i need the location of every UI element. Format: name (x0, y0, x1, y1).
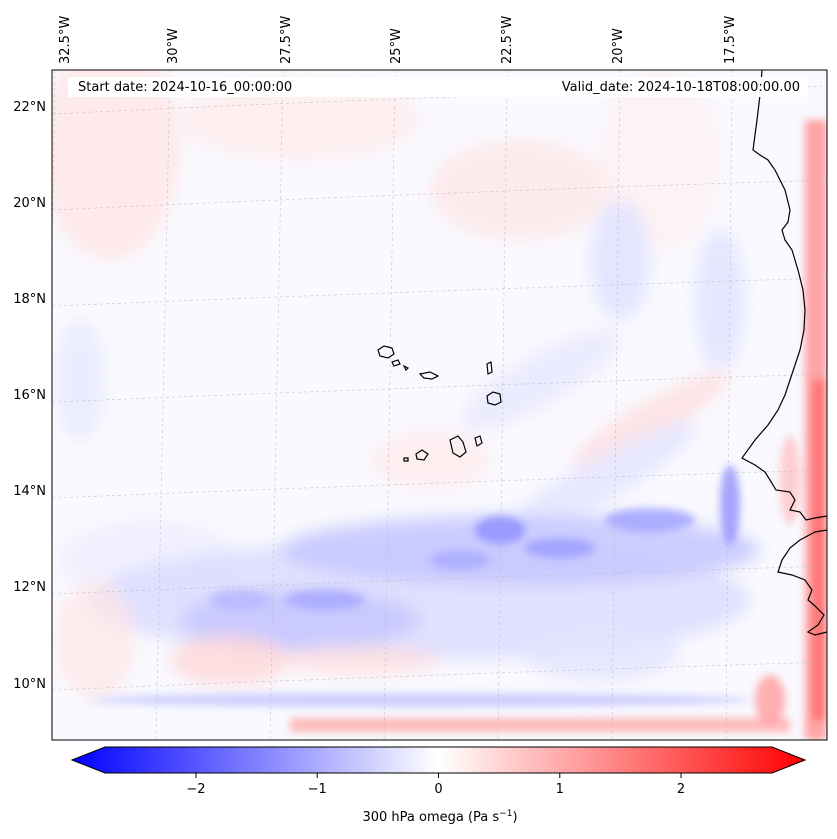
map-frame (51, 69, 828, 741)
colorbar-tick-label: −2 (186, 782, 205, 797)
start-date-label: Start date: 2024-10-16_00:00:00 (78, 80, 292, 95)
lat-label: 20°N (13, 196, 46, 211)
omega-field (52, 70, 827, 740)
lat-label: 16°N (13, 388, 46, 403)
colorbar-label: 300 hPa omega (Pa s−1) (362, 809, 517, 825)
lat-label: 10°N (13, 677, 46, 692)
colorbar-tick-label: 2 (677, 782, 685, 797)
lon-label: 22.5°W (500, 16, 515, 64)
colorbar-tick-label: 0 (434, 782, 442, 797)
lon-label: 27.5°W (279, 16, 294, 64)
lat-label: 22°N (13, 100, 46, 115)
header-banner (68, 77, 808, 97)
latitude-labels: 22°N 20°N 18°N 16°N 14°N 12°N 10°N (13, 100, 46, 692)
lon-label: 30°W (166, 28, 181, 64)
valid-date-label: Valid_date: 2024-10-18T08:00:00.00 (562, 80, 800, 95)
lat-label: 14°N (13, 484, 46, 499)
lat-label: 12°N (13, 580, 46, 595)
colorbar-body (70, 746, 807, 774)
broad-anomalies (52, 70, 760, 700)
colorbar: −2 −1 0 1 2 300 hPa omega (Pa s−1) (70, 746, 807, 825)
colorbar-tick-label: −1 (308, 782, 327, 797)
colorbar-ticks: −2 −1 0 1 2 (186, 773, 685, 797)
lon-label: 32.5°W (58, 16, 73, 64)
gridlines (52, 70, 827, 740)
longitude-labels: 32.5°W 30°W 27.5°W 25°W 22.5°W 20°W 17.5… (58, 16, 738, 64)
coastline (741, 70, 827, 521)
colorbar-tick-label: 1 (556, 782, 564, 797)
cape-verde-islands (377, 345, 502, 462)
lon-label: 20°W (611, 28, 626, 64)
coastline-south (777, 529, 827, 636)
lon-label: 25°W (389, 28, 404, 64)
lon-label: 17.5°W (723, 16, 738, 64)
lat-label: 18°N (13, 292, 46, 307)
